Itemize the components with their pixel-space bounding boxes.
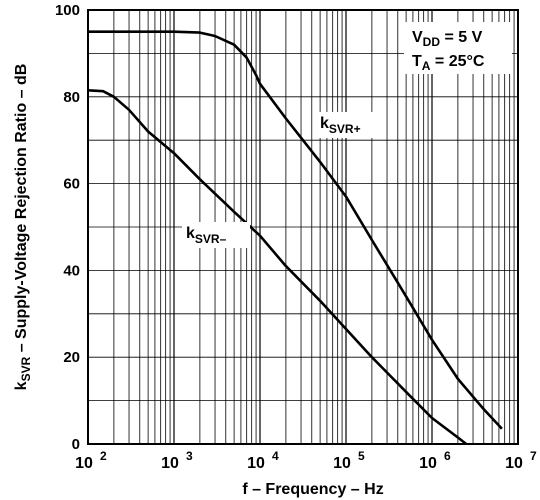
x-tick-exponent: 6 (444, 449, 451, 463)
x-tick-label: 10 (333, 455, 351, 472)
annotation-ta: TA = 25°C (412, 53, 485, 73)
y-tick-labels: 0 20 40 60 80 100 (55, 2, 80, 453)
curve-label-ksvr-plus: kSVR+ (320, 115, 361, 136)
curves (87, 30, 503, 446)
y-tick-label: 40 (63, 262, 80, 279)
x-tick-label: 10 (161, 455, 179, 472)
series-line-1 (87, 89, 468, 446)
x-axis-label: f – Frequency – Hz (242, 481, 383, 498)
plot-frame (87, 9, 519, 445)
x-tick-labels: 10 2 10 3 10 4 10 5 10 6 10 7 (75, 449, 537, 472)
x-tick-exponent: 4 (272, 449, 279, 463)
x-tick-label: 10 (505, 455, 523, 472)
x-tick-label: 10 (419, 455, 437, 472)
x-tick-exponent: 5 (358, 449, 365, 463)
x-tick-exponent: 7 (530, 449, 537, 463)
x-tick-exponent: 3 (186, 449, 193, 463)
y-axis-label: kSVR – Supply-Voltage Rejection Ratio – … (13, 64, 33, 391)
annotation-vdd: VDD = 5 V (412, 29, 483, 49)
x-tick-exponent: 2 (100, 449, 107, 463)
series-line-0 (88, 30, 503, 430)
x-tick-label: 10 (75, 455, 93, 472)
curve-label-ksvr-minus: kSVR– (186, 225, 227, 246)
y-tick-label: 20 (63, 349, 80, 366)
curve-label-ksvr-plus-group: kSVR+ (316, 112, 378, 138)
curve-label-ksvr-minus-group: kSVR– (182, 222, 250, 248)
grid-lines (88, 10, 518, 444)
y-tick-label: 0 (72, 436, 80, 453)
y-tick-label: 60 (63, 176, 80, 193)
x-tick-label: 10 (247, 455, 265, 472)
y-tick-label: 100 (55, 2, 80, 19)
y-tick-label: 80 (63, 89, 80, 106)
conditions-annotation: VDD = 5 V TA = 25°C (404, 22, 512, 74)
